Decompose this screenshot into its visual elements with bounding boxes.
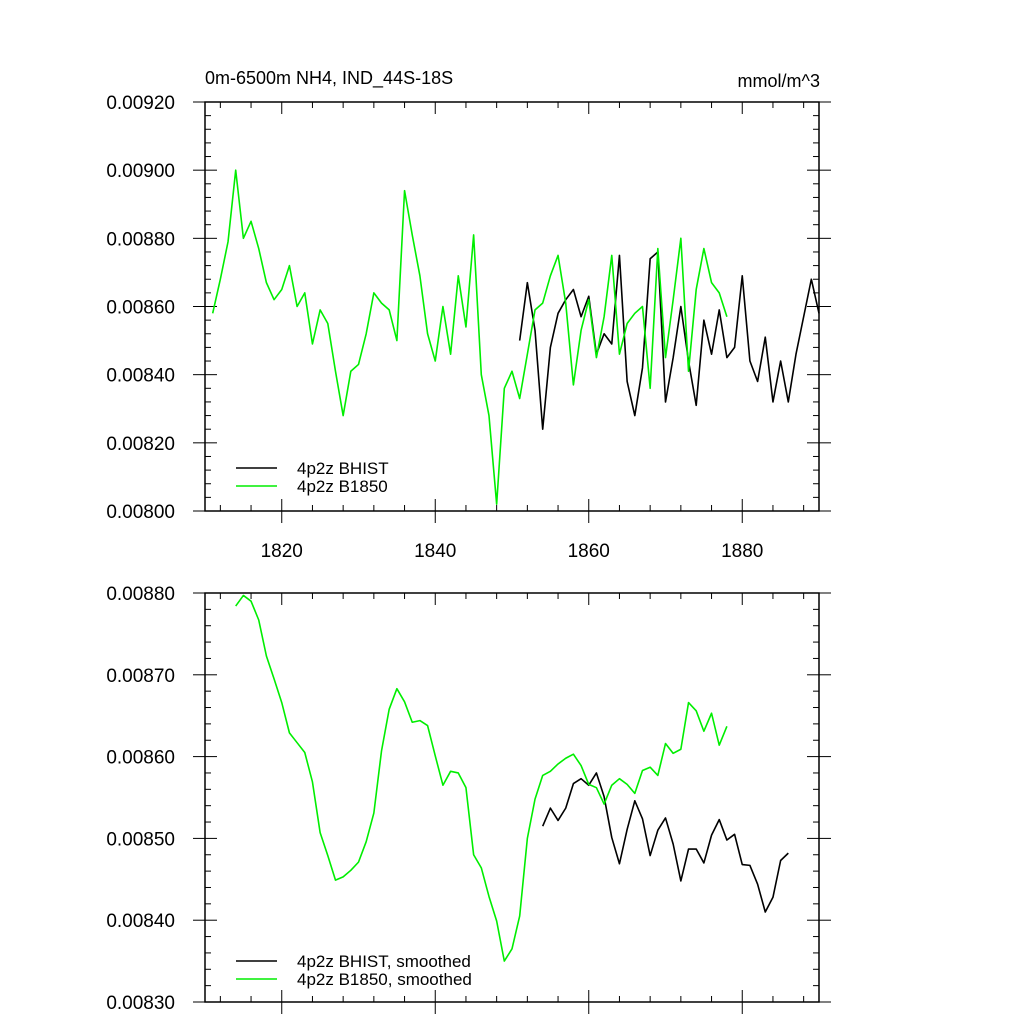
legend-label: 4p2z B1850, smoothed — [297, 970, 472, 989]
legend-label: 4p2z BHIST — [297, 459, 389, 478]
y-tick-label: 0.00900 — [106, 161, 175, 182]
y-tick-label: 0.00860 — [106, 298, 175, 319]
top-panel: 0m-6500m NH4, IND_44S-18S mmol/m^3 1820 1… — [106, 68, 831, 562]
y-tick-label: 0.00870 — [106, 666, 175, 687]
series-line-bhist — [541, 772, 789, 913]
bottom-plot-frame — [204, 592, 820, 1003]
series-line-b1850 — [235, 594, 728, 962]
series-line-bhist — [518, 251, 820, 431]
y-tick-label: 0.00840 — [106, 366, 175, 387]
top-plot-frame — [204, 101, 820, 512]
series-line-b1850 — [211, 169, 728, 505]
legend-label: 4p2z B1850 — [297, 477, 388, 496]
legend-label: 4p2z BHIST, smoothed — [297, 952, 471, 971]
panel-title: 0m-6500m NH4, IND_44S-18S — [205, 68, 453, 89]
x-tick-label: 1860 — [568, 541, 610, 562]
y-tick-label: 0.00860 — [106, 748, 175, 769]
y-tick-label: 0.00880 — [106, 229, 175, 250]
x-tick-label: 1820 — [261, 541, 303, 562]
x-tick-label: 1880 — [721, 541, 763, 562]
y-tick-label: 0.00850 — [106, 829, 175, 850]
y-tick-label: 0.00840 — [106, 911, 175, 932]
y-tick-label: 0.00880 — [106, 584, 175, 605]
units-label: mmol/m^3 — [738, 71, 820, 91]
y-tick-label: 0.00800 — [106, 502, 175, 523]
y-tick-label: 0.00820 — [106, 434, 175, 455]
y-tick-label: 0.00920 — [106, 93, 175, 114]
y-tick-label: 0.00830 — [106, 993, 175, 1014]
x-tick-label: 1840 — [414, 541, 456, 562]
bottom-panel: 0.00830 0.00840 0.00850 0.00860 0.00870 0.008… — [106, 584, 831, 1014]
